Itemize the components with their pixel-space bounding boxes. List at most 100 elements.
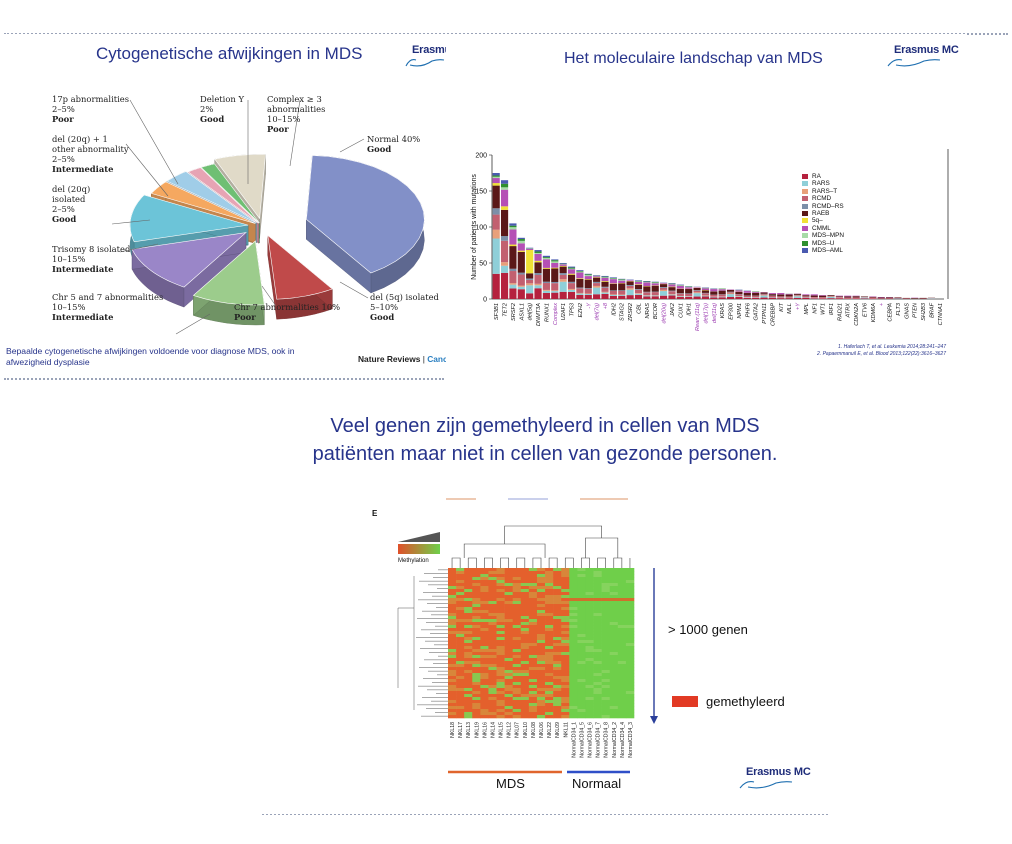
bar-segment <box>693 290 701 293</box>
heatmap-cell <box>496 634 505 638</box>
heatmap-cell <box>561 676 570 680</box>
heatmap-cell <box>488 583 497 587</box>
heatmap-cell <box>496 613 505 617</box>
heatmap-cell <box>488 679 497 683</box>
heatmap-cell <box>472 709 481 713</box>
bar-segment <box>559 266 567 274</box>
bar-segment <box>559 291 567 299</box>
bar-segment <box>517 272 525 275</box>
heatmap-cell <box>472 673 481 677</box>
bar-segment <box>693 287 701 291</box>
heatmap-cell <box>536 661 546 665</box>
heatmap-cell <box>504 655 513 659</box>
bar-segment <box>542 268 550 282</box>
heatmap-cell <box>504 583 513 587</box>
heatmap-cell <box>480 622 489 626</box>
bar-segment <box>551 259 559 261</box>
heatmap-cell <box>472 622 481 626</box>
heatmap-cell <box>464 712 473 716</box>
heatmap-cell <box>609 670 619 674</box>
heatmap-cell <box>617 619 627 623</box>
bar-segment <box>735 290 743 292</box>
heatmap-cell <box>464 640 473 644</box>
heatmap-cell <box>536 715 546 719</box>
legend-swatch-raeb <box>802 211 808 216</box>
heatmap-cell <box>545 673 554 677</box>
heatmap-cell <box>520 712 530 716</box>
heatmap-cell <box>456 574 465 578</box>
heatmap-cell <box>456 709 465 713</box>
heatmap-cell <box>472 676 481 680</box>
heatmap-cell <box>528 646 538 650</box>
heatmap-cell <box>545 700 554 704</box>
heatmap-cell <box>617 679 627 683</box>
legend-label-5q: 5q– <box>812 217 823 225</box>
sample-label: NKL07 <box>515 722 521 738</box>
heatmap-cell <box>528 670 538 674</box>
leader-line <box>289 99 301 167</box>
x-tick-label: MLL <box>787 303 793 314</box>
heatmap-cell <box>577 607 586 611</box>
bar-segment <box>559 273 567 275</box>
bar-flt3 <box>894 297 902 299</box>
x-tick-label: ATRX <box>846 303 852 319</box>
heatmap-cell <box>593 661 602 665</box>
heatmap-cell <box>488 613 497 617</box>
bar-segment <box>643 291 651 293</box>
references: 1. Haferlach T, et al. Leukemia 2014;28:… <box>696 344 946 358</box>
methylation-wedge <box>398 532 440 542</box>
legend-swatch-mds-u <box>802 240 808 246</box>
heatmap-cell <box>456 583 465 587</box>
leader-line <box>111 219 151 225</box>
heatmap-cell <box>536 598 546 602</box>
heatmap-cell <box>512 577 522 581</box>
heatmap-cell <box>561 703 570 707</box>
heatmap-cell <box>601 580 611 584</box>
heatmap-cell <box>512 709 522 713</box>
dendro-branch <box>484 557 493 568</box>
bar-segment <box>492 273 500 299</box>
heatmap-cell <box>528 688 538 692</box>
heatmap-cell <box>553 601 562 605</box>
bar-segment <box>618 279 626 280</box>
heatmap-cell <box>472 691 481 695</box>
heatmap-cell <box>448 679 457 683</box>
heatmap-cell <box>520 604 530 608</box>
heatmap-cell <box>593 610 602 614</box>
heatmap-cell <box>609 610 619 614</box>
bar-segment <box>500 189 509 207</box>
slide-footnote: Bepaalde cytogenetische afwijkingen vold… <box>6 346 295 367</box>
heatmap-cell <box>553 574 562 578</box>
bar-segment <box>760 297 768 299</box>
bar-segment <box>718 290 726 295</box>
heatmap-cell <box>480 589 489 593</box>
heatmap-cell <box>585 709 594 713</box>
x-tick-label: CEBPA <box>888 303 894 322</box>
heatmap-cell <box>545 628 554 632</box>
heatmap-cell <box>585 673 594 677</box>
heatmap-cell <box>601 670 611 674</box>
heatmap-cell <box>520 640 530 644</box>
heatmap-cell <box>585 694 594 698</box>
heatmap-cell <box>617 571 627 575</box>
heatmap-cell <box>569 676 578 680</box>
heatmap-cell <box>545 649 554 653</box>
bar-segment <box>551 260 559 262</box>
heatmap-cell <box>625 685 635 689</box>
heatmap-cell <box>593 649 602 653</box>
heatmap-cell <box>496 592 505 596</box>
heatmap-cell <box>480 583 489 587</box>
heatmap-cell <box>480 682 489 686</box>
bar-segment <box>777 294 785 297</box>
heatmap-cell <box>617 583 627 587</box>
heatmap-cell <box>569 679 578 683</box>
heatmap-cell <box>625 622 635 626</box>
legend-swatch-ra <box>802 174 808 179</box>
heatmap-cell <box>504 592 513 596</box>
heatmap-cell <box>625 661 635 665</box>
heatmap-cell <box>512 664 522 668</box>
legend-label-rcmd-rs: RCMD–RS <box>812 202 844 210</box>
bar-segment <box>526 250 534 274</box>
heatmap-cell <box>625 664 635 668</box>
heatmap-cell <box>569 598 578 602</box>
